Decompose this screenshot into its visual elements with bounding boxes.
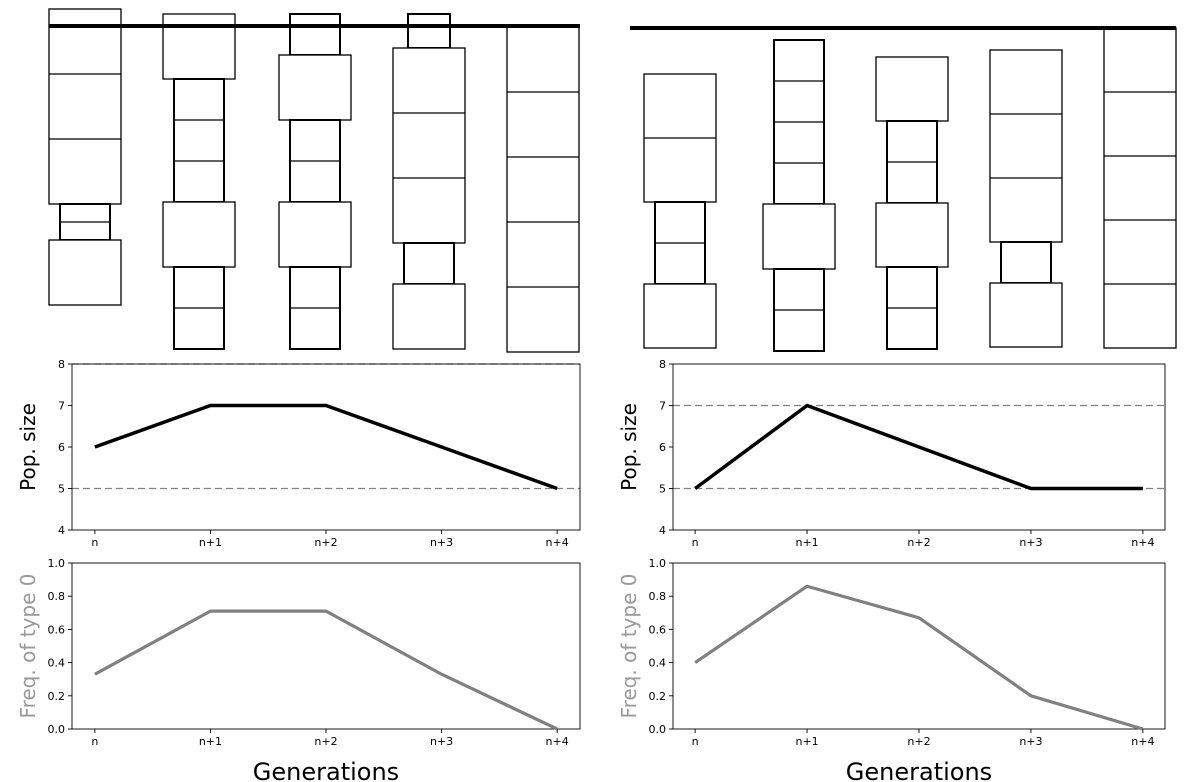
x-tick-label: n+2 bbox=[314, 735, 337, 748]
block-group bbox=[762, 203, 836, 270]
block-group bbox=[173, 78, 225, 203]
left-freq: n n+1 n+2 n+3 n+4 0.0 0.2 0.4 0.6 0.8 1.0 Freq. of … bbox=[16, 557, 581, 782]
right-popsize: n n+1 n+2 n+3 n+4 4 5 6 7 8 Pop. size bbox=[617, 358, 1166, 549]
y-tick-label: 4 bbox=[58, 524, 65, 537]
block-group bbox=[403, 242, 455, 285]
block-group bbox=[278, 201, 352, 268]
y-tick-label: 0.4 bbox=[649, 657, 667, 670]
x-tick-label: n bbox=[91, 536, 98, 549]
y-tick-label: 5 bbox=[659, 483, 666, 496]
series-line bbox=[94, 403, 558, 491]
block-group bbox=[162, 201, 236, 268]
y-axis-label: Pop. size bbox=[617, 403, 641, 491]
y-tick-label: 5 bbox=[58, 483, 65, 496]
y-tick-label: 0.6 bbox=[48, 623, 66, 636]
axes-frame bbox=[71, 363, 581, 531]
block-group bbox=[392, 47, 466, 244]
x-tick-label: n+3 bbox=[430, 735, 453, 748]
x-tick-label: n bbox=[692, 536, 699, 549]
y-tick-label: 0.2 bbox=[649, 690, 667, 703]
y-tick-label: 6 bbox=[659, 441, 666, 454]
left-schematic bbox=[48, 8, 580, 353]
block-group bbox=[875, 202, 949, 268]
x-tick-label: n+1 bbox=[795, 735, 818, 748]
y-tick-label: 7 bbox=[58, 400, 65, 413]
y-tick-label: 0.8 bbox=[48, 590, 66, 603]
x-tick-label: n+3 bbox=[1019, 536, 1042, 549]
block-group bbox=[392, 283, 466, 350]
x-tick-label: n+2 bbox=[314, 536, 337, 549]
x-tick-label: n+4 bbox=[1131, 536, 1154, 549]
series-line bbox=[94, 609, 558, 731]
y-axis-label: Freq. of type 0 bbox=[617, 574, 641, 719]
y-tick-label: 4 bbox=[659, 524, 666, 537]
y-tick-label: 8 bbox=[58, 358, 65, 371]
x-tick-label: n+1 bbox=[199, 735, 222, 748]
x-axis-label: Generations bbox=[846, 758, 992, 782]
x-tick-label: n+4 bbox=[546, 536, 569, 549]
block-group bbox=[1000, 241, 1052, 284]
right-schematic bbox=[630, 26, 1177, 352]
y-axis-label: Freq. of type 0 bbox=[16, 574, 40, 719]
x-tick-label: n+1 bbox=[795, 536, 818, 549]
block-group bbox=[506, 26, 580, 353]
x-axis-label: Generations bbox=[253, 758, 399, 782]
block-group bbox=[1103, 27, 1177, 349]
y-tick-label: 0.0 bbox=[48, 723, 66, 736]
y-tick-label: 7 bbox=[659, 400, 666, 413]
block-group bbox=[48, 8, 122, 205]
x-tick-label: n+3 bbox=[430, 536, 453, 549]
series-line bbox=[694, 584, 1144, 731]
y-tick-label: 0.0 bbox=[649, 723, 667, 736]
x-tick-label: n+2 bbox=[907, 735, 930, 748]
y-tick-label: 6 bbox=[58, 441, 65, 454]
block-group bbox=[989, 49, 1063, 243]
x-tick-label: n+4 bbox=[1131, 735, 1154, 748]
y-tick-label: 0.2 bbox=[48, 690, 66, 703]
block-group bbox=[643, 283, 717, 349]
left-popsize: n n+1 n+2 n+3 n+4 4 5 6 7 8 Pop. size bbox=[16, 358, 581, 549]
y-tick-label: 8 bbox=[659, 358, 666, 371]
block-group bbox=[162, 13, 236, 80]
block-group bbox=[989, 282, 1063, 348]
y-tick-label: 0.4 bbox=[48, 657, 66, 670]
block-group bbox=[407, 13, 451, 49]
block-group bbox=[289, 13, 341, 56]
y-tick-label: 0.6 bbox=[649, 623, 667, 636]
block-group bbox=[875, 56, 949, 122]
y-tick-label: 1.0 bbox=[649, 557, 667, 570]
right-freq: n n+1 n+2 n+3 n+4 0.0 0.2 0.4 0.6 0.8 1.0 Freq. of … bbox=[617, 557, 1166, 782]
y-tick-label: 1.0 bbox=[48, 557, 66, 570]
x-tick-label: n bbox=[91, 735, 98, 748]
x-tick-label: n+2 bbox=[907, 536, 930, 549]
x-tick-label: n+1 bbox=[199, 536, 222, 549]
y-tick-label: 0.8 bbox=[649, 590, 667, 603]
x-tick-label: n bbox=[692, 735, 699, 748]
y-axis-label: Pop. size bbox=[16, 403, 40, 491]
block-group bbox=[48, 239, 122, 306]
block-group bbox=[278, 54, 352, 121]
axes-frame bbox=[672, 562, 1166, 730]
x-tick-label: n+3 bbox=[1019, 735, 1042, 748]
x-tick-label: n+4 bbox=[546, 735, 569, 748]
